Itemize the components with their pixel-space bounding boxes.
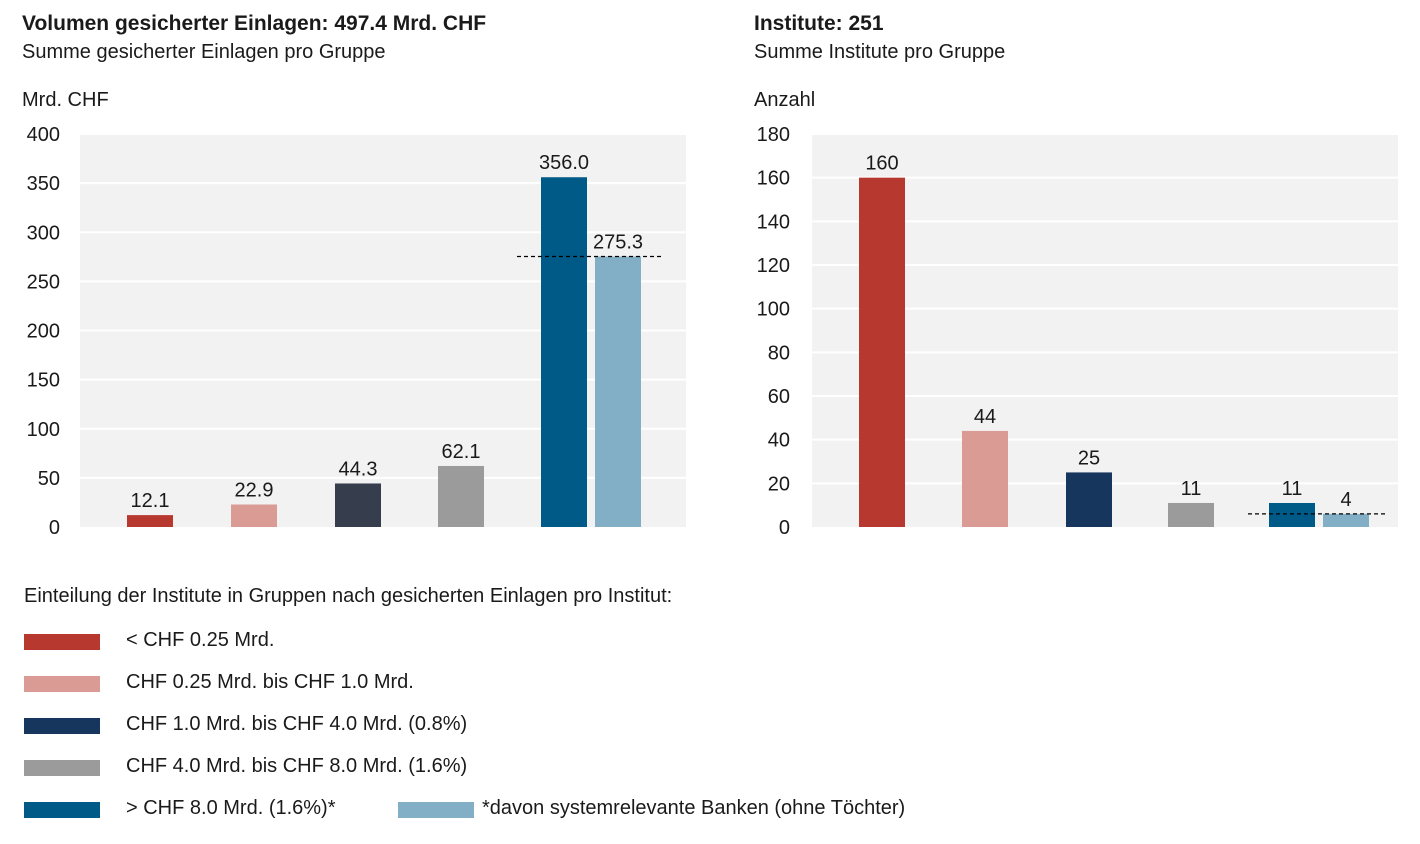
volume-bar-chart: 0 50 100 150 200 250 300 350 400 12.1 22.9 44.3 62.1… (27, 124, 686, 539)
chart-title: Institute: 251 (754, 12, 884, 35)
bar (595, 256, 641, 527)
data-label: 44.3 (339, 458, 378, 480)
y-tick-label: 140 (757, 211, 790, 233)
legend-label: CHF 0.25 Mrd. bis CHF 1.0 Mrd. (126, 671, 414, 693)
y-tick-label: 150 (27, 370, 60, 392)
legend-swatch (24, 676, 100, 692)
plot-area (812, 134, 1398, 527)
institutes-bar-chart: 0 20 40 60 80 100 120 140 160 180 160 44 25 11 11 4 (757, 124, 1398, 539)
legend-label: CHF 1.0 Mrd. bis CHF 4.0 Mrd. (0.8%) (126, 713, 468, 735)
bar (859, 177, 905, 527)
data-label: 4 (1340, 489, 1351, 511)
data-label: 25 (1078, 447, 1100, 469)
bar (231, 504, 277, 527)
y-tick-label: 120 (757, 255, 790, 277)
data-label: 12.1 (131, 490, 170, 512)
y-tick-label: 100 (757, 299, 790, 321)
y-tick-label: 0 (49, 517, 60, 539)
bar (962, 430, 1008, 527)
data-label: 11 (1282, 478, 1303, 500)
legend-label: > CHF 8.0 Mrd. (1.6%)* (126, 797, 336, 819)
institutes-chart-panel: Institute: 251 Summe Institute pro Grupp… (740, 0, 1420, 560)
legend-swatch (24, 760, 100, 776)
y-tick-label: 100 (27, 419, 60, 441)
bar (335, 483, 381, 527)
y-axis-label: Mrd. CHF (22, 89, 109, 111)
y-tick-label: 350 (27, 173, 60, 195)
y-tick-label: 60 (768, 386, 790, 408)
legend-swatch (24, 802, 100, 818)
bar (1269, 502, 1315, 527)
legend-label: *davon systemrelevante Banken (ohne Töch… (482, 797, 906, 819)
y-tick-label: 50 (38, 468, 60, 490)
data-label: 275.3 (593, 232, 643, 254)
bar (1323, 513, 1369, 527)
bar (541, 177, 587, 528)
legend-heading: Einteilung der Institute in Gruppen nach… (24, 585, 673, 607)
data-label: 22.9 (235, 480, 274, 502)
chart-title: Volumen gesicherter Einlagen: 497.4 Mrd.… (22, 12, 487, 35)
bar (127, 515, 173, 527)
bar (438, 465, 484, 527)
data-label: 160 (865, 153, 898, 175)
legend-swatch (24, 718, 100, 734)
y-tick-label: 40 (768, 430, 790, 452)
y-tick-label: 300 (27, 222, 60, 244)
bar (1066, 472, 1112, 527)
y-tick-label: 0 (779, 517, 790, 539)
legend-label: < CHF 0.25 Mrd. (126, 629, 275, 651)
data-label: 62.1 (442, 441, 481, 463)
volume-chart-panel: Volumen gesicherter Einlagen: 497.4 Mrd.… (0, 0, 700, 560)
data-label: 11 (1181, 478, 1202, 500)
y-tick-label: 180 (757, 124, 790, 146)
y-tick-label: 80 (768, 342, 790, 364)
legend-label: CHF 4.0 Mrd. bis CHF 8.0 Mrd. (1.6%) (126, 755, 468, 777)
bar (1168, 502, 1214, 527)
legend: Einteilung der Institute in Gruppen nach… (24, 585, 1404, 819)
y-tick-label: 20 (768, 473, 790, 495)
y-tick-label: 200 (27, 321, 60, 343)
y-axis-label: Anzahl (754, 89, 816, 111)
chart-subtitle: Summe Institute pro Gruppe (754, 41, 1006, 63)
y-tick-label: 160 (757, 168, 790, 190)
legend-swatch (24, 634, 100, 650)
chart-subtitle: Summe gesicherter Einlagen pro Gruppe (22, 41, 386, 63)
legend-swatch (398, 802, 474, 818)
data-label: 44 (974, 406, 996, 428)
y-tick-label: 400 (27, 124, 60, 146)
data-label: 356.0 (539, 152, 589, 174)
y-tick-label: 250 (27, 271, 60, 293)
